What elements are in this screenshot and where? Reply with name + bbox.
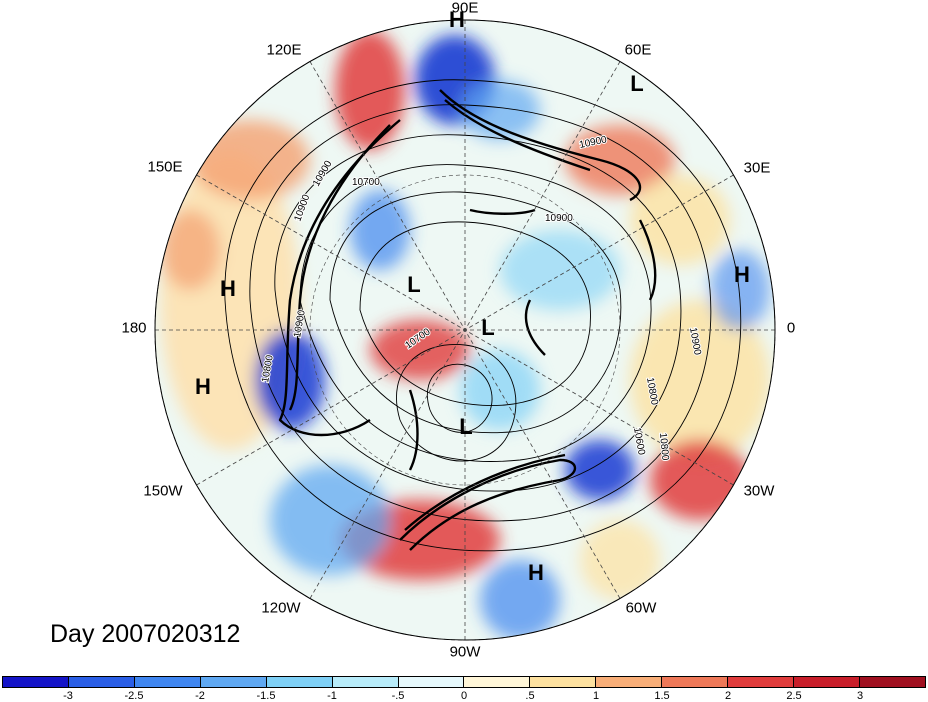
lon-label-90w: 90W [449, 643, 481, 661]
low-pressure-marker: L [407, 272, 421, 297]
colorbar-cell [794, 677, 860, 687]
colorbar-cell [596, 677, 663, 687]
lon-label-150e: 150E [147, 158, 183, 176]
colorbar-tick-label: -2.5 [124, 690, 144, 702]
high-pressure-marker: H [449, 7, 465, 32]
colorbar-cell [266, 677, 333, 687]
colorbar-cell [662, 677, 729, 687]
lon-label-180: 180 [121, 319, 147, 337]
colorbar-tick-label: 1.5 [654, 690, 670, 702]
lon-label-30w: 30W [743, 482, 775, 500]
colorbar-cell [3, 677, 69, 687]
lon-label-120w: 120W [261, 599, 301, 617]
colorbar-tick-label: -.5 [391, 690, 405, 702]
colorbar-tick-label: 1 [592, 690, 600, 702]
colorbar-cell [464, 677, 531, 687]
low-pressure-marker: L [459, 414, 473, 439]
colorbar-tick-label: 3 [856, 690, 864, 702]
lon-label-150w: 150W [143, 482, 183, 500]
colorbar-tick-label: -2 [195, 690, 205, 702]
jet-streams [278, 89, 657, 551]
colorbar-tick-label: 2 [724, 690, 732, 702]
anomaly-shading [155, 20, 775, 640]
contour-label: 10800 [644, 377, 660, 407]
colorbar-tick-label: -1 [327, 690, 337, 702]
colorbar-cell [68, 677, 135, 687]
low-pressure-marker: L [481, 315, 495, 340]
lon-label-0: 0 [786, 319, 796, 337]
colorbar-tick-label: -1.5 [256, 690, 276, 702]
colorbar-tick-label: 2.5 [786, 690, 802, 702]
lon-label-60e: 60E [624, 41, 652, 59]
colorbar [2, 676, 926, 688]
map-boundary [154, 19, 776, 641]
colorbar-cell [332, 677, 399, 687]
colorbar-tick-label: 0 [460, 690, 468, 702]
colorbar-cell [530, 677, 597, 687]
lon-label-120e: 120E [266, 41, 302, 59]
colorbar-cell [398, 677, 465, 687]
lon-label-90e: 90E [451, 0, 479, 17]
contour-label: 10700 [352, 177, 380, 188]
colorbar-cell [200, 677, 267, 687]
high-pressure-marker: H [734, 262, 750, 287]
colorbar-cell [134, 677, 201, 687]
contour-label: 10900 [545, 213, 573, 224]
high-pressure-marker: H [195, 374, 211, 399]
colorbar-tick-label: .5 [525, 690, 535, 702]
high-pressure-marker: H [528, 560, 544, 585]
contour-label: 10800 [657, 432, 670, 461]
lon-label-30e: 30E [743, 159, 771, 177]
high-pressure-marker: H [220, 276, 236, 301]
lon-label-60w: 60W [625, 599, 657, 617]
colorbar-tick-label: -3 [63, 690, 73, 702]
colorbar-cell [728, 677, 795, 687]
low-pressure-marker: L [630, 71, 644, 96]
colorbar-cell [859, 677, 925, 687]
day-title: Day 2007020312 [50, 620, 241, 648]
